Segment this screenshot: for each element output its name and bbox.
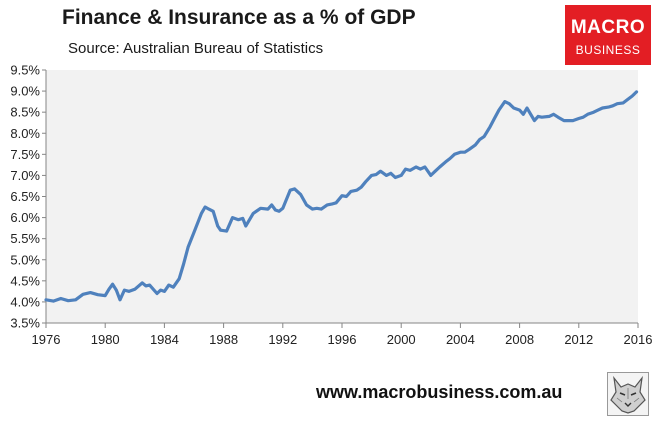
y-tick-label: 7.5% — [10, 147, 40, 162]
y-axis: 3.5% 4.0% 4.5% 5.0% 5.5% 6.0% 6.5% 7.0% 7.5% 8.0%… — [10, 63, 47, 331]
footer-url-link[interactable]: www.macrobusiness.com.au — [316, 382, 563, 402]
x-axis: 1976 1980 1984 1988 1992 1996 2000 2004 2008 2012… — [32, 322, 653, 347]
x-tick-label: 1984 — [150, 332, 179, 347]
x-tick-label: 2008 — [505, 332, 534, 347]
y-tick-label: 7.0% — [10, 168, 40, 183]
y-tick-label: 5.5% — [10, 231, 40, 246]
y-tick-label: 8.5% — [10, 105, 40, 120]
y-tick-label: 3.5% — [10, 316, 40, 331]
x-tick-label: 1988 — [209, 332, 238, 347]
y-tick-label: 4.0% — [10, 294, 40, 309]
wolf-head-icon — [607, 372, 649, 416]
chart-title: Finance & Insurance as a % of GDP — [62, 6, 416, 29]
macrobusiness-logo[interactable]: MACRO BUSINESS — [565, 5, 651, 65]
x-tick-label: 1980 — [91, 332, 120, 347]
x-tick-label: 2016 — [624, 332, 653, 347]
y-tick-label: 6.5% — [10, 189, 40, 204]
y-tick-label: 6.0% — [10, 210, 40, 225]
x-tick-label: 2000 — [387, 332, 416, 347]
chart-subtitle: Source: Australian Bureau of Statistics — [68, 40, 324, 57]
x-tick-label: 1996 — [328, 332, 357, 347]
logo-line-1: MACRO — [570, 17, 646, 38]
y-tick-label: 5.0% — [10, 252, 40, 267]
series-group — [44, 90, 639, 303]
y-tick-label: 8.0% — [10, 126, 40, 141]
x-tick-label: 1976 — [32, 332, 61, 347]
x-tick-label: 2004 — [446, 332, 475, 347]
y-tick-label: 4.5% — [10, 273, 40, 288]
logo-line-2: BUSINESS — [575, 43, 641, 57]
x-tick-label: 2012 — [564, 332, 593, 347]
y-tick-label: 9.5% — [10, 63, 40, 78]
y-tick-label: 9.0% — [10, 84, 40, 99]
series-line — [44, 90, 639, 303]
x-tick-label: 1992 — [268, 332, 297, 347]
